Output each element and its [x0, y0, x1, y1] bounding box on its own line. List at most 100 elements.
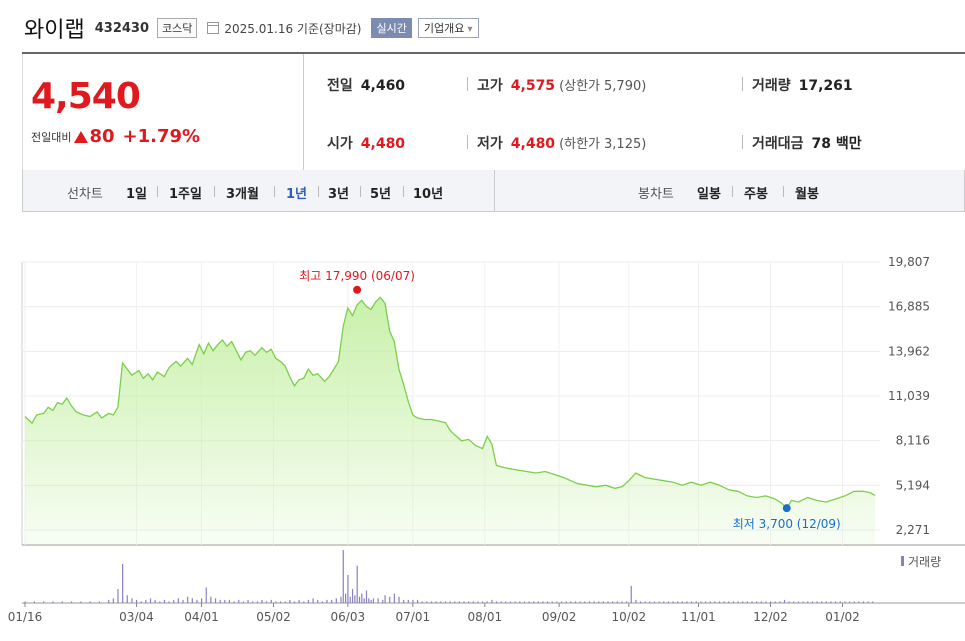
volume-bar	[145, 599, 147, 603]
volume-bar	[289, 599, 291, 603]
volume-bar	[867, 601, 869, 603]
y-tick-label: 16,885	[888, 300, 930, 314]
volume-bar	[196, 599, 198, 603]
x-tick-label: 07/01	[396, 610, 431, 624]
volume-legend-swatch	[901, 556, 904, 566]
lower-limit-value: 3,125)	[604, 137, 647, 152]
volume-bar	[70, 601, 73, 603]
volume-bar	[607, 601, 609, 603]
volume-bar	[293, 601, 296, 603]
divider	[494, 170, 495, 211]
volume-value: 17,261	[798, 78, 853, 94]
open-value: 4,480	[360, 136, 406, 152]
volume-bar	[372, 598, 375, 603]
volume-bar	[742, 601, 744, 603]
period-3m[interactable]: 3개월	[226, 187, 259, 202]
volume-bar	[168, 601, 170, 603]
volume-bar	[653, 601, 656, 603]
volume-bar	[358, 596, 361, 603]
volume-bar	[356, 565, 358, 603]
volume-bar	[760, 601, 762, 603]
volume-bar	[351, 588, 354, 603]
volume-bar	[340, 596, 342, 603]
volume-bar	[435, 601, 437, 603]
volume-bar	[472, 601, 474, 603]
volume-bar	[616, 601, 618, 603]
volume-bar	[612, 601, 614, 603]
change-percent: +1.79%	[122, 126, 201, 147]
candle-monthly[interactable]: 월봉	[795, 187, 819, 202]
volume-bar	[862, 601, 865, 603]
divider	[783, 186, 784, 197]
volume-bar	[523, 601, 526, 603]
volume-bar	[416, 599, 419, 603]
volume-bar	[718, 601, 721, 603]
volume-bar	[363, 598, 365, 603]
extreme-markers: 최고 17,990 (06/07) 최저 3,700 (12/09)	[299, 269, 840, 531]
volume-bar	[468, 601, 470, 603]
volume-bar	[335, 598, 337, 603]
volume-bar	[247, 599, 249, 603]
volume-bar	[728, 601, 730, 603]
period-10y[interactable]: 10년	[413, 187, 444, 202]
volume-bar	[266, 601, 268, 603]
volume-bar	[403, 599, 405, 603]
volume-bar	[159, 601, 161, 603]
lower-limit-label: (하한가	[559, 137, 601, 152]
volume-bar	[872, 601, 874, 603]
volume-bar	[270, 599, 272, 603]
volume-bar	[858, 601, 860, 603]
volume-bar	[788, 601, 790, 603]
volume-bar	[533, 601, 535, 603]
volume-bar	[421, 601, 423, 603]
volume-bar	[342, 550, 344, 603]
volume-bar	[454, 601, 456, 603]
low-price: 저가 4,480 (하한가 3,125)	[477, 133, 646, 153]
volume-bar	[751, 601, 753, 603]
x-tick-label: 06/03	[331, 610, 366, 624]
company-overview-dropdown[interactable]: 기업개요	[417, 18, 479, 38]
divider	[360, 186, 361, 197]
volume-bar	[24, 601, 26, 603]
volume-bar	[695, 601, 697, 603]
period-1d[interactable]: 1일	[126, 187, 148, 202]
volume-bar	[737, 601, 739, 603]
volume-bar	[769, 601, 772, 603]
volume-bar	[135, 599, 138, 603]
volume-bar	[495, 601, 498, 603]
y-tick-label: 19,807	[888, 255, 930, 269]
volume-bar	[279, 601, 282, 603]
trade-amount-value: 78 백만	[811, 136, 862, 152]
period-5y[interactable]: 5년	[370, 187, 392, 202]
volume-bar	[835, 601, 837, 603]
market-badge: 코스닥	[157, 18, 198, 38]
period-3y[interactable]: 3년	[328, 187, 350, 202]
top-divider	[22, 52, 965, 54]
volume-bar	[574, 601, 577, 603]
volume-bar	[602, 601, 604, 603]
volume-bar	[746, 601, 748, 603]
high-value: 4,575	[510, 78, 556, 94]
volume-bar	[89, 601, 91, 603]
volume-bar	[389, 596, 391, 603]
volume-bar	[347, 574, 349, 603]
period-1w[interactable]: 1주일	[169, 187, 202, 202]
low-label: 저가	[477, 136, 503, 152]
volume-bar	[519, 601, 521, 603]
current-price-panel: 4,540 전일대비 80 +1.79%	[22, 54, 304, 170]
y-axis-ticks: 19,807 16,885 13,962 11,039 8,116 5,194 2,271	[888, 255, 930, 537]
volume-bar	[774, 601, 776, 603]
volume-bar	[108, 599, 110, 603]
volume-bar	[173, 599, 175, 603]
realtime-button[interactable]: 실시간	[371, 18, 412, 38]
candle-weekly[interactable]: 주봉	[744, 187, 768, 202]
candle-daily[interactable]: 일봉	[697, 187, 721, 202]
volume-bar	[797, 601, 800, 603]
volume-bar	[393, 593, 395, 603]
volume-bar	[177, 598, 179, 603]
volume-bar	[326, 599, 328, 603]
volume-bar	[672, 601, 674, 603]
x-tick-label: 09/02	[542, 610, 577, 624]
period-1y[interactable]: 1년	[286, 187, 308, 202]
quote-panel: 4,540 전일대비 80 +1.79% 전일 4,460 고가 4,575 (상한가…	[22, 54, 965, 171]
